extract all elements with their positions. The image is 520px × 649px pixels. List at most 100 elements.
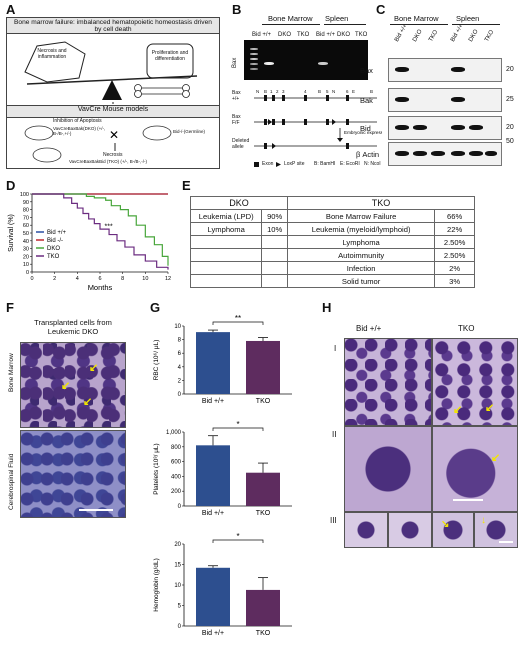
y-tick-label: 80 — [23, 208, 29, 214]
blot-lane-label-3: TKO — [428, 29, 440, 43]
arrow-icon: ↙ — [61, 380, 71, 392]
x-tick-label: Bid +/+ — [202, 510, 224, 517]
bar-1 — [246, 472, 280, 506]
mouse-icon-germline — [142, 125, 172, 141]
panel-c-spleen: Spleen — [456, 14, 480, 23]
y-tick-label: 100 — [20, 192, 29, 198]
bar-1 — [246, 340, 280, 394]
arrow-icon: ↙ — [453, 404, 463, 416]
table-cell: 10% — [261, 222, 288, 236]
svg-text:Bax: Bax — [232, 114, 241, 120]
svg-text:Bax: Bax — [232, 90, 241, 96]
micrograph-h3-tko-b: ↓ — [474, 512, 518, 548]
rbc-bar-chart: 0 2 4 6 8 10 RBC (10⁶/ μL) Bid +/+ TKO ** — [153, 314, 292, 405]
marker-actin: 50 — [506, 138, 514, 145]
legend-ncoi: N: NcoI — [364, 161, 381, 167]
panel-letter-h: H — [322, 300, 332, 315]
table-cell — [261, 248, 288, 262]
panel-f-row2-label: Cerebrospinal Fluid — [8, 453, 15, 510]
arrow-icon: ↓ — [481, 515, 486, 526]
micrograph-h1-wt — [344, 338, 432, 426]
scale-bar — [499, 541, 513, 543]
legend-loxp: LoxP site — [284, 161, 305, 167]
micrograph-h3-tko-a: ↘ — [432, 512, 474, 548]
bar-0 — [196, 332, 230, 394]
y-tick-label: 400 — [171, 474, 182, 480]
y-tick-label: 5 — [178, 604, 182, 610]
marker-bax: 20 — [506, 66, 514, 73]
panel-letter-b: B — [232, 2, 242, 17]
significance-label: * — [236, 420, 239, 429]
micrograph-h3-wt-a — [344, 512, 388, 548]
svg-text:N: N — [332, 89, 335, 94]
legend-label: TKO — [47, 254, 60, 260]
models-title: VavCre Mouse models — [77, 106, 149, 113]
y-tick-label: 0 — [178, 392, 182, 398]
panel-a-header-bar — [7, 18, 219, 34]
x-tick-label: 2 — [53, 276, 56, 282]
c-bone-marrow-bracket — [390, 24, 448, 25]
y-tick-label: 0 — [178, 504, 182, 510]
y-tick-label: 1,000 — [166, 430, 182, 436]
micrograph-h2-tko: ↙ — [432, 426, 518, 512]
svg-text:4: 4 — [304, 89, 307, 94]
blot-lane-label-1: Bid +/+ — [394, 23, 409, 43]
micrograph-h3-wt-b — [388, 512, 432, 548]
svg-text:Deleted: Deleted — [232, 138, 249, 144]
hemoglobin-bar-chart: 0 5 10 15 20 Hemoglobin (g/dL) Bid +/+ TKO * — [153, 532, 292, 637]
tumor-incidence-table: DKO TKO Leukemia (LPD) 90% Bone Marrow F… — [189, 196, 475, 288]
y-tick-label: 30 — [23, 247, 29, 253]
table-cell — [189, 261, 263, 275]
mouse-icon-dko — [24, 125, 54, 141]
x-tick-label: Bid +/+ — [202, 398, 224, 405]
y-tick-label: 40 — [23, 239, 29, 245]
table-cell: 22% — [434, 222, 475, 236]
bar-0 — [196, 445, 230, 506]
y-tick-label: 15 — [174, 563, 181, 569]
panel-letter-g: G — [150, 300, 161, 315]
gel-lane-label-3: TKO — [297, 32, 310, 38]
gel-lane-label-1: Bid +/+ — [252, 32, 272, 38]
svg-text:N: N — [256, 89, 259, 94]
y-tick-label: 0 — [26, 270, 29, 276]
marker-bak: 25 — [506, 96, 514, 103]
panel-letter-a: A — [6, 2, 16, 17]
svg-text:F/F: F/F — [232, 120, 240, 126]
blot-bid — [388, 116, 502, 140]
table-cell: 2.50% — [434, 248, 475, 262]
cross-icon: ✕ — [109, 128, 119, 142]
table-cell: Solid tumor — [286, 274, 436, 288]
blot-bax-label: Bax — [360, 66, 373, 75]
germline-label: Bid-/-(Germline) — [173, 129, 206, 134]
svg-text:B: B — [264, 89, 267, 94]
table-cell: Leukemia (myeloid/lymphoid) — [286, 222, 436, 236]
svg-text:1: 1 — [270, 89, 273, 94]
table-cell — [189, 235, 263, 249]
significance-label: * — [236, 532, 239, 541]
panel-b-bone-marrow: Bone Marrow — [268, 14, 313, 23]
y-axis-label: Platelets (10³/ μL) — [153, 443, 160, 494]
y-tick-label: 20 — [174, 542, 181, 548]
table-cell — [189, 248, 263, 262]
table-cell — [261, 274, 288, 288]
y-tick-label: 4 — [178, 365, 182, 371]
y-tick-label: 10 — [23, 262, 29, 268]
legend-ecori: E: EcoRI — [340, 161, 360, 167]
blot-bax — [388, 58, 502, 82]
x-tick-label: 8 — [121, 276, 124, 282]
panel-letter-c: C — [376, 2, 386, 17]
scale-bar — [79, 509, 113, 511]
panel-h-col2: TKO — [458, 324, 475, 333]
x-tick-label: 6 — [98, 276, 101, 282]
blot-lane-label-6: TKO — [484, 29, 496, 43]
blot-actin — [388, 142, 502, 166]
significance-bracket — [212, 321, 264, 325]
table-cell: Autoimmunity — [286, 248, 436, 262]
y-tick-label: 0 — [178, 624, 182, 630]
panel-h-col1: Bid +/+ — [356, 324, 382, 333]
blot-lane-label-5: DKO — [468, 28, 480, 43]
right-weight-label: Proliferation and differentiation — [151, 50, 189, 62]
svg-text:5: 5 — [326, 89, 329, 94]
blot-lane-label-4: Bid +/+ — [450, 23, 465, 43]
